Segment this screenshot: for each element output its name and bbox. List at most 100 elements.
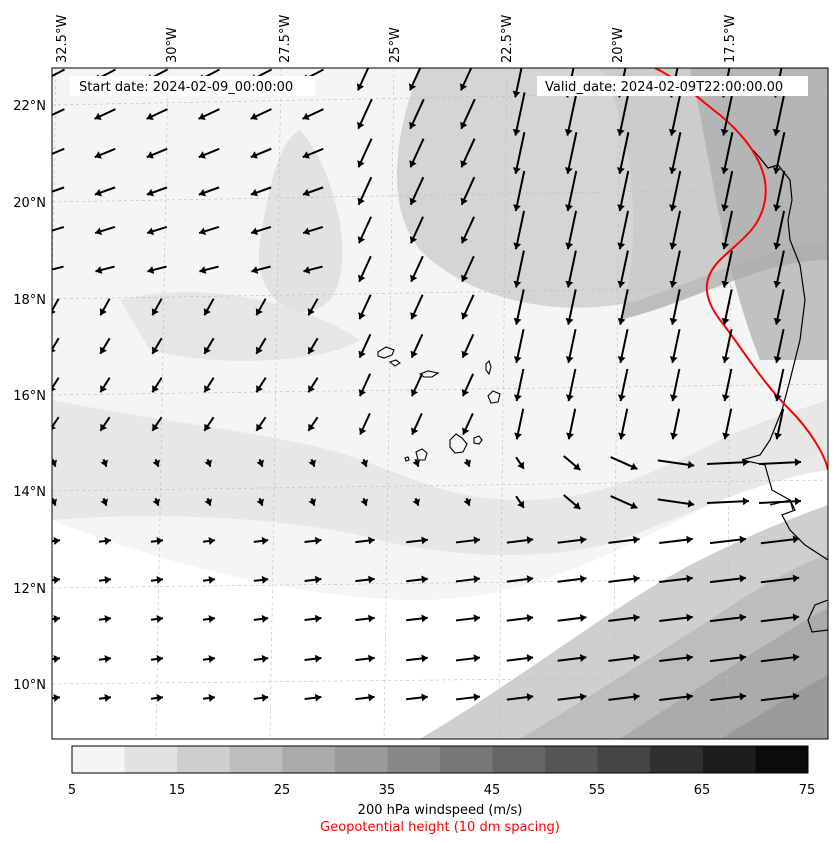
wind-vector-head bbox=[52, 348, 56, 353]
wind-vector-head bbox=[686, 535, 693, 544]
wind-vector-head bbox=[461, 427, 470, 435]
valid-date-box: Valid_date: 2024-02-09T22:00:00.00 bbox=[537, 76, 808, 96]
wind-vector-head bbox=[368, 614, 375, 623]
wind-vector-head bbox=[720, 167, 729, 174]
lat-label-12n: 12°N bbox=[13, 582, 46, 597]
wind-vector-head bbox=[53, 655, 60, 663]
wind-vector-head bbox=[151, 346, 159, 354]
wind-vector-shaft bbox=[618, 170, 630, 212]
lat-label-16n: 16°N bbox=[13, 389, 46, 404]
cbar-tick-25: 25 bbox=[274, 783, 291, 798]
wind-vector-head bbox=[565, 356, 574, 363]
wind-vector-shaft bbox=[774, 92, 786, 136]
wind-vector-head bbox=[357, 197, 365, 205]
colorbar-segment bbox=[650, 746, 704, 773]
lon-label-32-5w: 32.5°W bbox=[55, 15, 70, 63]
wind-vector-head bbox=[461, 389, 470, 397]
wind-vector-head bbox=[360, 498, 369, 506]
wind-vector-head bbox=[314, 614, 322, 623]
wind-vector-head bbox=[147, 266, 155, 274]
wind-vector-shaft bbox=[514, 92, 526, 136]
wind-vector-shaft bbox=[723, 289, 733, 325]
wind-vector-head bbox=[208, 537, 215, 545]
wind-vector-head bbox=[53, 537, 60, 545]
wind-vector-head bbox=[617, 280, 626, 288]
wind-vector-head bbox=[52, 498, 58, 506]
start-date-text: Start date: 2024-02-09_00:00:00 bbox=[79, 80, 293, 95]
wind-vector-head bbox=[421, 614, 428, 623]
wind-vector-head bbox=[95, 227, 103, 236]
wind-vector-head bbox=[104, 655, 111, 663]
wind-vector-shaft bbox=[709, 694, 747, 702]
wind-vector-head bbox=[204, 423, 212, 431]
wind-vector-head bbox=[412, 459, 421, 467]
wind-vector-head bbox=[617, 356, 626, 363]
wind-vector-head bbox=[668, 128, 677, 136]
wind-vector-shaft bbox=[567, 289, 577, 325]
wind-vector-head bbox=[633, 692, 640, 701]
wind-vector-head bbox=[668, 167, 677, 174]
wind-vector-head bbox=[409, 160, 417, 168]
wind-vector-head bbox=[156, 694, 163, 702]
wind-vector-head bbox=[792, 692, 800, 701]
wind-vector-shaft bbox=[760, 655, 800, 663]
wind-vector-head bbox=[617, 317, 626, 325]
wind-vector-head bbox=[208, 655, 215, 663]
wind-vector-head bbox=[512, 90, 521, 98]
wind-vector-head bbox=[368, 536, 375, 545]
wind-vector-head bbox=[261, 654, 269, 663]
wind-vector-head bbox=[573, 463, 581, 470]
wind-vector-shaft bbox=[52, 377, 60, 391]
wind-vector-head bbox=[566, 432, 574, 440]
wind-vector-shaft bbox=[657, 498, 695, 506]
wind-vector-head bbox=[251, 266, 259, 274]
wind-vector-head bbox=[669, 356, 678, 363]
wind-vector-head bbox=[473, 536, 480, 545]
wind-vector-head bbox=[526, 654, 534, 663]
cbar-tick-45: 45 bbox=[484, 783, 501, 798]
wind-vector-head bbox=[358, 389, 367, 397]
wind-vector-head bbox=[357, 236, 366, 244]
wind-vector-head bbox=[410, 312, 418, 320]
wind-vector-shaft bbox=[566, 132, 578, 174]
wind-vector-head bbox=[410, 274, 418, 282]
wind-vector-shaft bbox=[52, 147, 65, 155]
colorbar-segment bbox=[702, 746, 756, 773]
lon-label-17-5w: 17.5°W bbox=[723, 15, 738, 63]
wind-vector-head bbox=[255, 308, 263, 316]
wind-vector-head bbox=[460, 197, 468, 205]
wind-vector-head bbox=[199, 227, 207, 236]
wind-vector-head bbox=[152, 498, 161, 506]
wind-vector-head bbox=[356, 83, 365, 91]
wind-vector-head bbox=[565, 317, 574, 325]
wind-vector-head bbox=[526, 536, 534, 545]
wind-vector-head bbox=[473, 614, 480, 623]
wind-vector-head bbox=[721, 242, 730, 250]
wind-vector-head bbox=[357, 121, 365, 129]
wind-vector-head bbox=[52, 425, 57, 430]
colorbar-segment bbox=[387, 746, 441, 773]
wind-vector-shaft bbox=[706, 460, 750, 466]
latitude-labels: 22°N 20°N 18°N 16°N 14°N 12°N 10°N bbox=[13, 99, 46, 693]
wind-vector-shaft bbox=[619, 250, 629, 288]
wind-vector-head bbox=[742, 497, 749, 506]
wind-vector-head bbox=[53, 694, 60, 702]
wind-vector-shaft bbox=[52, 416, 60, 429]
wind-vector-shaft bbox=[760, 576, 800, 584]
colorbar-segment bbox=[492, 746, 546, 773]
cbar-tick-15: 15 bbox=[169, 783, 186, 798]
wind-vector-head bbox=[256, 498, 265, 506]
colorbar-frame bbox=[71, 745, 809, 774]
wind-vector-head bbox=[739, 653, 746, 662]
wind-vector-head bbox=[773, 317, 782, 325]
wind-vector-head bbox=[565, 394, 574, 402]
wind-vector-head bbox=[250, 112, 258, 120]
wind-vector-head bbox=[774, 432, 782, 440]
valid-date-text: Valid_date: 2024-02-09T22:00:00.00 bbox=[545, 80, 783, 95]
wind-vector-head bbox=[421, 575, 428, 584]
wind-vector-head bbox=[669, 317, 678, 325]
wind-vector-head bbox=[250, 151, 258, 159]
wind-vector-head bbox=[461, 312, 469, 320]
wind-vector-head bbox=[513, 280, 522, 288]
wind-vector-head bbox=[517, 500, 524, 508]
